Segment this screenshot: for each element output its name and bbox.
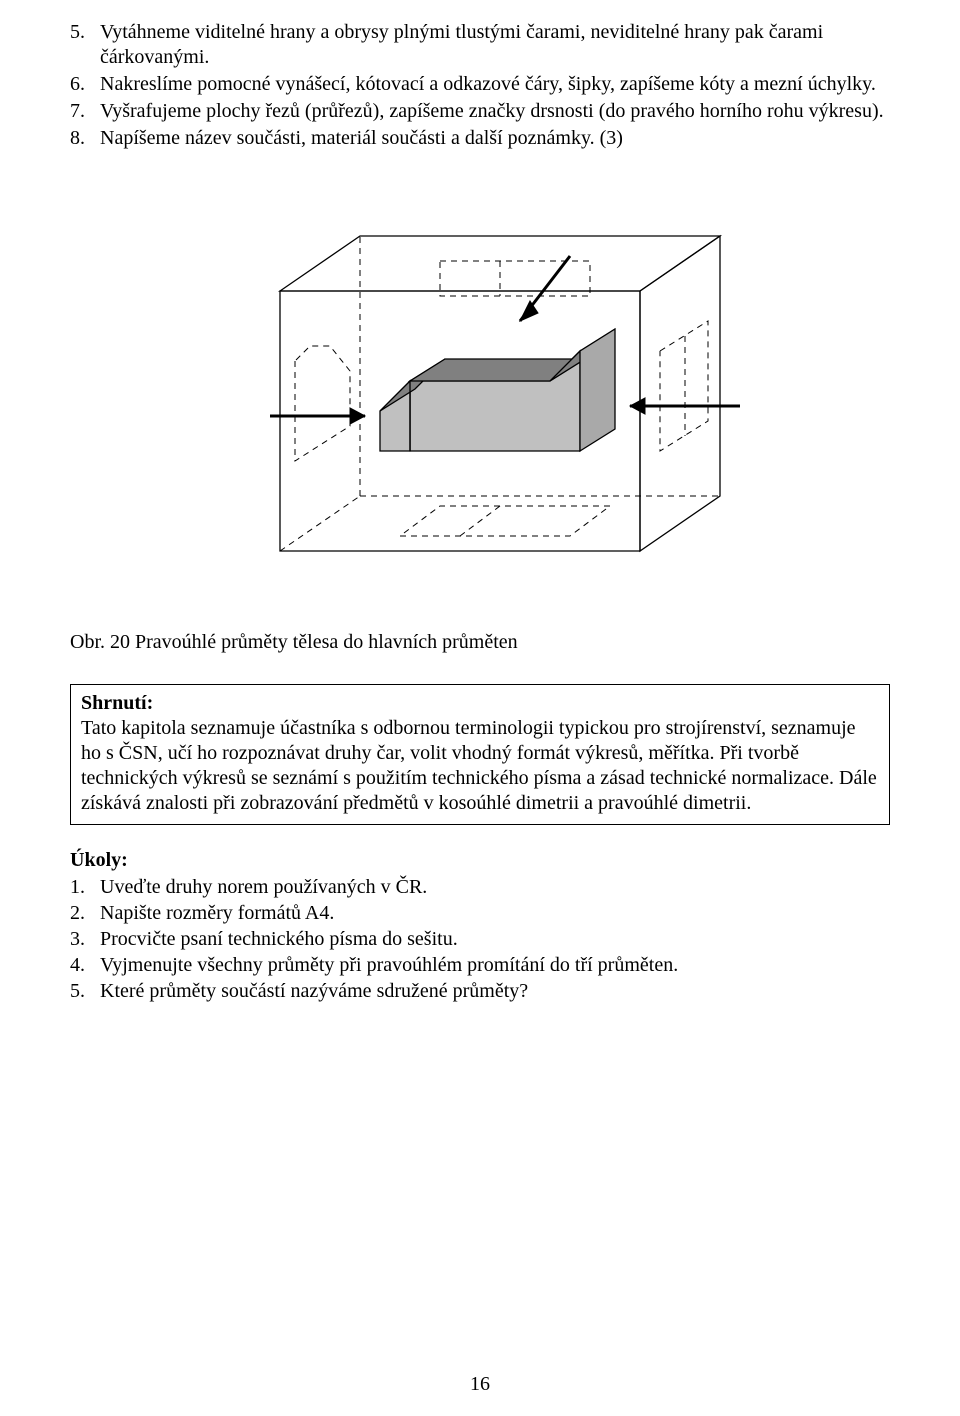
- list-text: Procvičte psaní technického písma do seš…: [100, 926, 890, 952]
- list-text: Vytáhneme viditelné hrany a obrysy plným…: [100, 20, 890, 70]
- top-numbered-list: 5. Vytáhneme viditelné hrany a obrysy pl…: [70, 20, 890, 151]
- summary-body: Tato kapitola seznamuje účastníka s odbo…: [81, 717, 877, 814]
- list-item: 4. Vyjmenujte všechny průměty při pravoú…: [70, 952, 890, 978]
- list-number: 5.: [70, 20, 100, 70]
- list-item: 6. Nakreslíme pomocné vynášecí, kótovací…: [70, 72, 890, 97]
- list-item: 1. Uveďte druhy norem používaných v ČR.: [70, 874, 890, 900]
- list-text: Nakreslíme pomocné vynášecí, kótovací a …: [100, 72, 890, 97]
- list-item: 3. Procvičte psaní technického písma do …: [70, 926, 890, 952]
- list-item: 8. Napíšeme název součásti, materiál sou…: [70, 126, 890, 151]
- list-number: 3.: [70, 926, 100, 952]
- tasks-list: 1. Uveďte druhy norem používaných v ČR. …: [70, 874, 890, 1004]
- tasks-title: Úkoly:: [70, 849, 890, 872]
- summary-box: Shrnutí: Tato kapitola seznamuje účastní…: [70, 684, 890, 825]
- list-number: 2.: [70, 900, 100, 926]
- list-text: Které průměty součástí nazýváme sdružené…: [100, 978, 890, 1004]
- summary-title: Shrnutí:: [81, 692, 153, 714]
- list-number: 1.: [70, 874, 100, 900]
- projection-diagram: [200, 201, 760, 601]
- list-text: Napíšeme název součásti, materiál součás…: [100, 126, 890, 151]
- figure-wrap: [70, 201, 890, 601]
- page-number: 16: [0, 1373, 960, 1396]
- list-number: 5.: [70, 978, 100, 1004]
- list-number: 8.: [70, 126, 100, 151]
- list-text: Vyšrafujeme plochy řezů (průřezů), zapíš…: [100, 99, 890, 124]
- list-item: 2. Napište rozměry formátů A4.: [70, 900, 890, 926]
- list-number: 7.: [70, 99, 100, 124]
- list-item: 5. Které průměty součástí nazýváme sdruž…: [70, 978, 890, 1004]
- list-text: Vyjmenujte všechny průměty při pravoúhlé…: [100, 952, 890, 978]
- list-text: Uveďte druhy norem používaných v ČR.: [100, 874, 890, 900]
- page: 5. Vytáhneme viditelné hrany a obrysy pl…: [0, 0, 960, 1416]
- list-text: Napište rozměry formátů A4.: [100, 900, 890, 926]
- list-item: 5. Vytáhneme viditelné hrany a obrysy pl…: [70, 20, 890, 70]
- figure-caption: Obr. 20 Pravoúhlé průměty tělesa do hlav…: [70, 631, 890, 654]
- list-number: 6.: [70, 72, 100, 97]
- list-item: 7. Vyšrafujeme plochy řezů (průřezů), za…: [70, 99, 890, 124]
- list-number: 4.: [70, 952, 100, 978]
